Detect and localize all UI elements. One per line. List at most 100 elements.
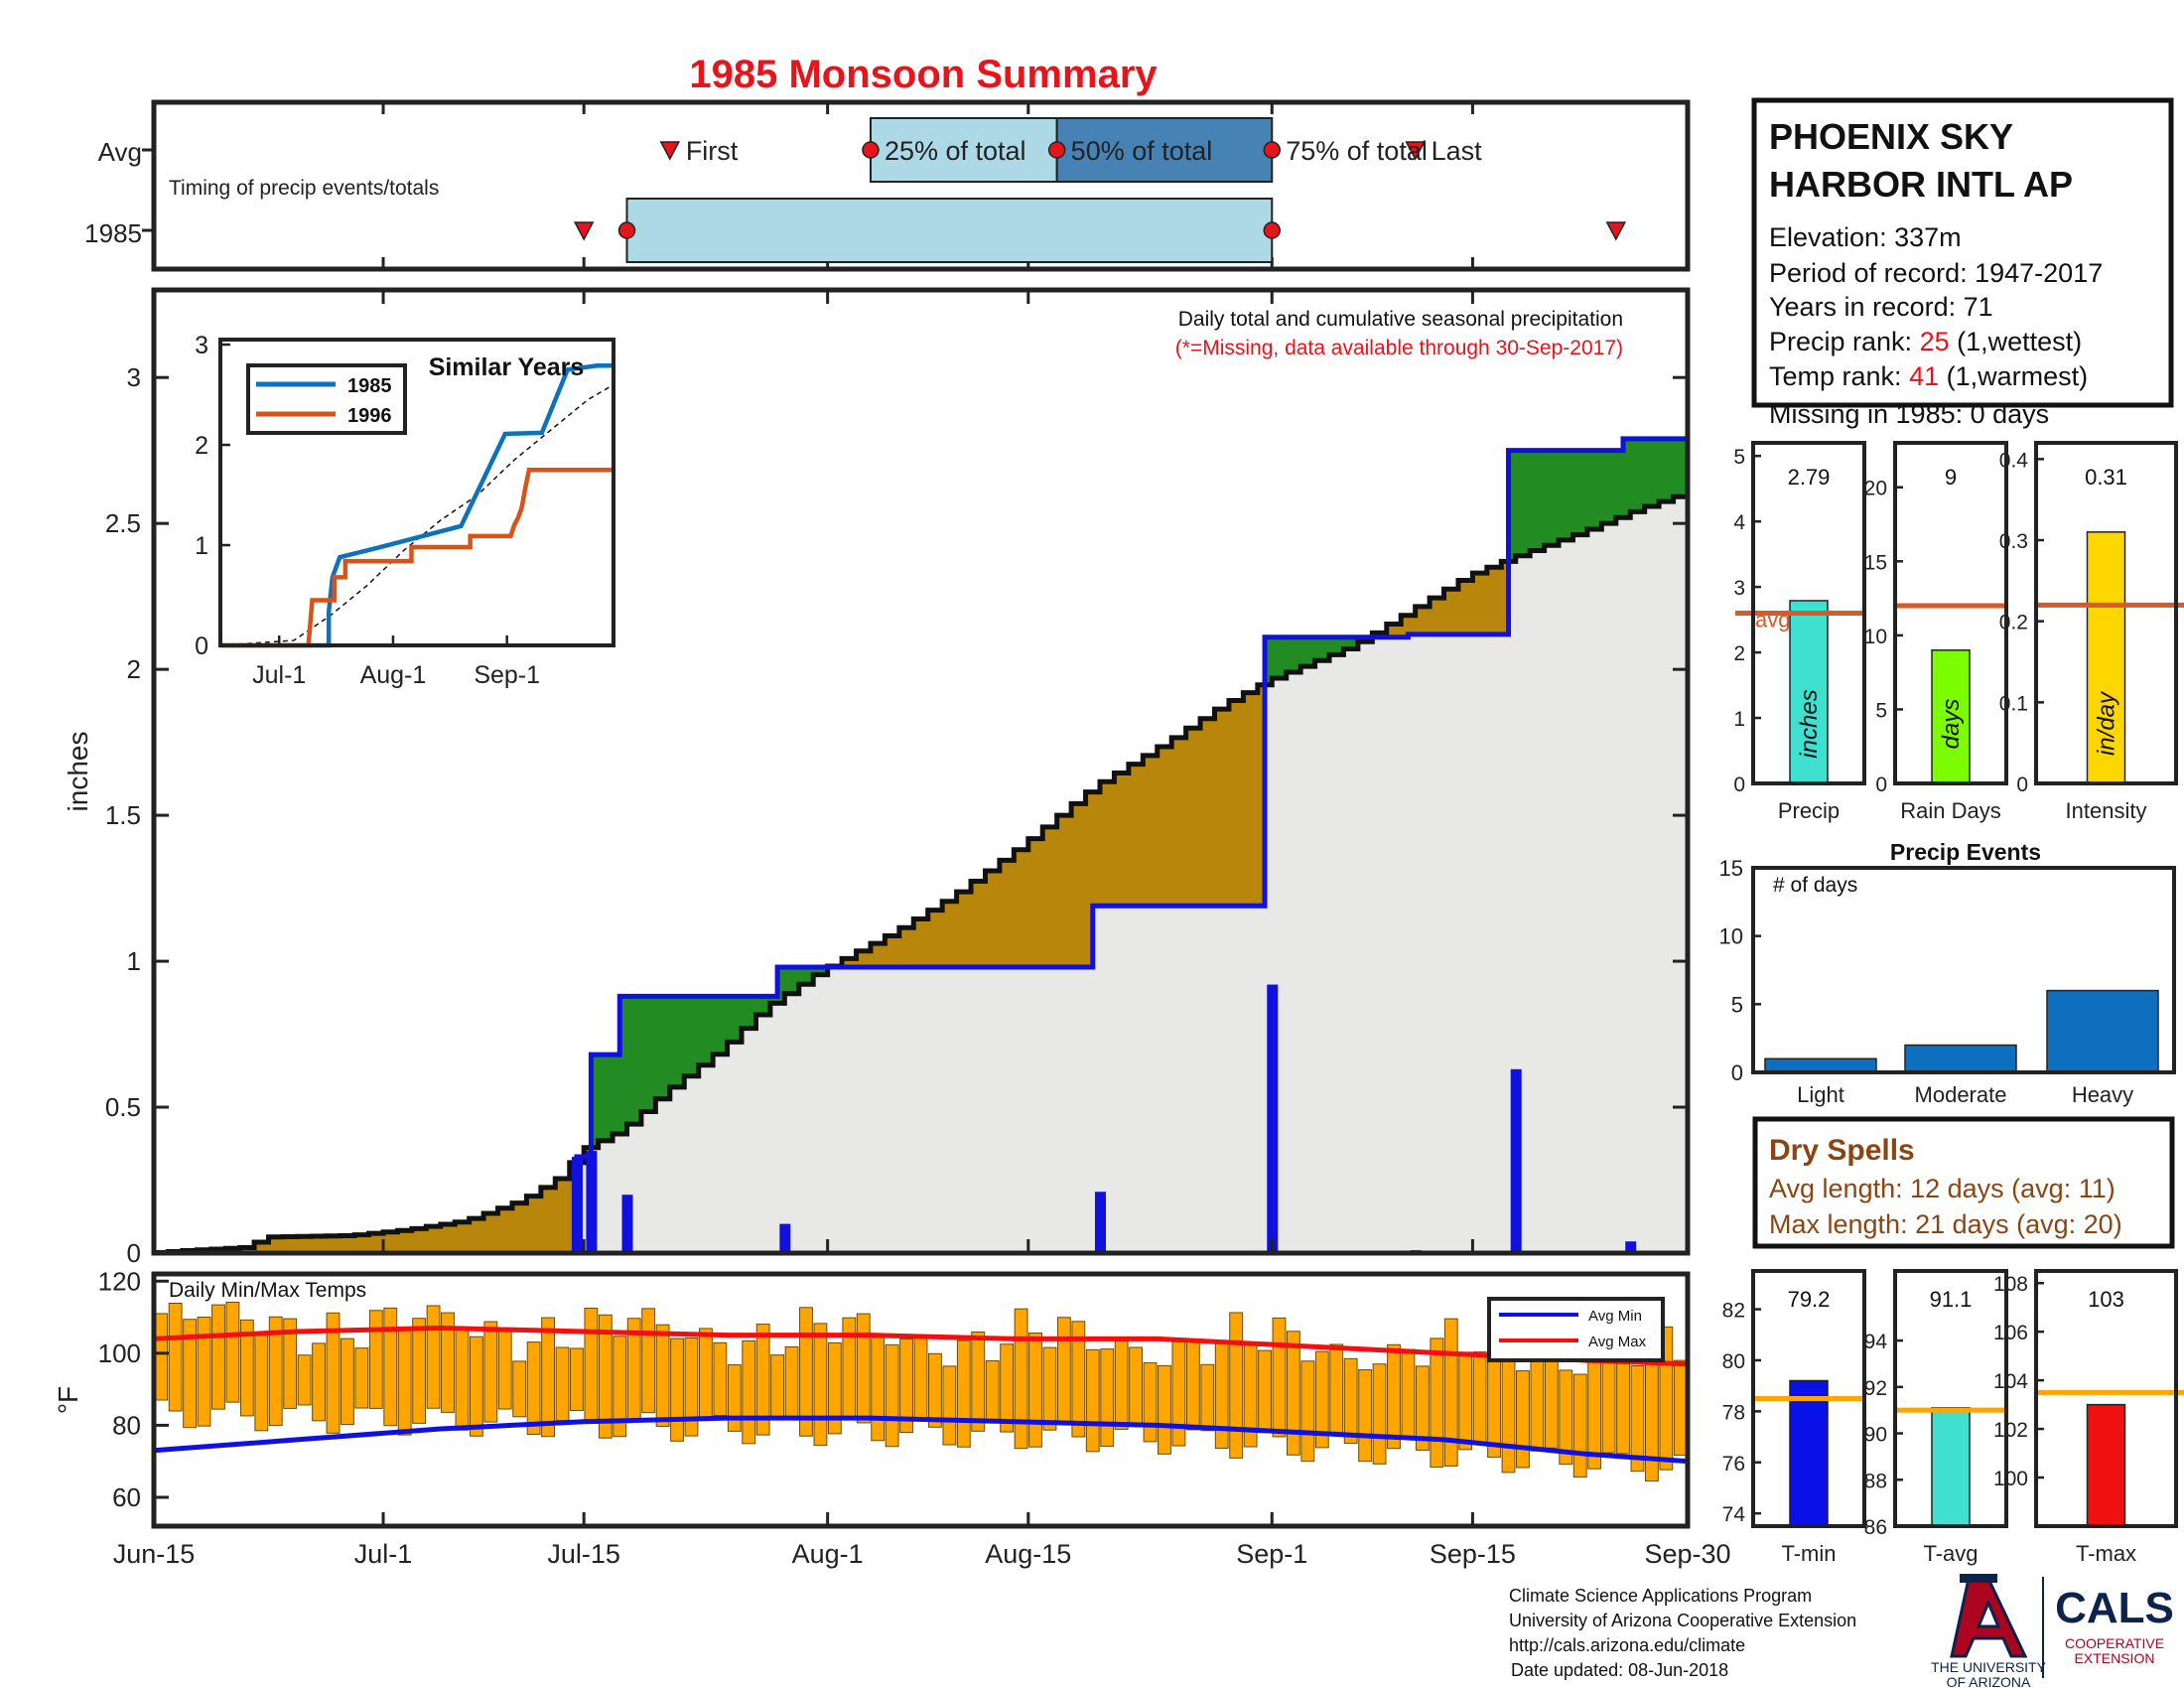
daily-temp-bar — [1014, 1308, 1028, 1450]
temp-summary-ytick-label: 78 — [1722, 1401, 1745, 1424]
below-average-fill — [891, 935, 900, 967]
summary-ytick-label: 0 — [1875, 774, 1887, 796]
daily-temp-bar — [856, 1313, 871, 1424]
daily-temp-bar — [799, 1307, 813, 1437]
below-average-fill — [555, 1179, 564, 1253]
above-average-fill — [1314, 636, 1323, 661]
below-average-fill — [526, 1196, 535, 1253]
below-average-fill — [426, 1226, 435, 1253]
temp-summary-ytick-label: 102 — [1993, 1419, 2028, 1442]
cals-logo: CALS COOPERATIVE EXTENSION — [2055, 1584, 2174, 1666]
above-average-fill — [769, 996, 778, 1004]
above-average-fill — [1579, 450, 1588, 535]
below-average-fill — [383, 1231, 391, 1253]
daily-temp-bar — [1559, 1369, 1573, 1466]
temp-summary-ytick-label: 108 — [1993, 1273, 2028, 1296]
station-years: Years in record: 71 — [1769, 292, 1993, 322]
above-average-fill — [1522, 450, 1531, 556]
temp-panel-frame — [1751, 1269, 1866, 1528]
below-average-fill — [504, 1207, 513, 1253]
temps-ylabel: °F — [53, 1386, 83, 1414]
temp-panel-frame — [1893, 1269, 2008, 1528]
timing-1985-last-marker — [1605, 221, 1627, 241]
below-average-fill — [949, 901, 958, 967]
daily-temp-bar — [1214, 1340, 1229, 1450]
above-average-fill — [684, 996, 693, 1076]
daily-precip-bar — [586, 1151, 598, 1253]
above-average-fill — [598, 1055, 607, 1141]
above-average-fill — [734, 996, 743, 1043]
summary-ytick-label: 15 — [1864, 551, 1887, 574]
below-average-fill — [368, 1233, 377, 1253]
daily-temp-bar — [1185, 1339, 1200, 1431]
above-average-fill — [691, 996, 700, 1076]
daily-temp-bar — [1544, 1348, 1559, 1449]
daily-temp-bar — [1401, 1348, 1416, 1440]
timing-1985-75-marker — [1263, 221, 1282, 239]
below-average-fill — [1494, 567, 1502, 634]
above-average-fill — [1544, 450, 1553, 546]
daily-temp-bar — [1358, 1369, 1373, 1463]
below-average-fill — [978, 881, 987, 967]
x-axis-label: Jul-1 — [354, 1539, 413, 1569]
cals-sub-1: COOPERATIVE — [2065, 1635, 2164, 1651]
below-average-fill — [1107, 781, 1116, 907]
below-average-fill — [842, 958, 850, 967]
summary-ytick-label: 20 — [1864, 478, 1887, 500]
daily-temp-bar — [1472, 1351, 1487, 1444]
timing-panel: Avg 1985 Timing of precip events/totals … — [84, 99, 1691, 272]
daily-temp-bar — [239, 1319, 254, 1417]
daily-temp-bar — [1530, 1351, 1545, 1452]
below-average-fill — [268, 1236, 277, 1253]
below-average-fill — [1157, 747, 1165, 907]
inset-series-1985 — [220, 363, 614, 648]
below-average-fill — [1422, 606, 1431, 634]
below-average-fill — [849, 958, 858, 967]
below-average-fill — [1465, 580, 1474, 634]
above-average-fill — [791, 966, 800, 994]
daily-precip-bar — [1510, 1068, 1522, 1253]
daily-temp-bar — [885, 1343, 899, 1448]
daily-temp-bar — [326, 1312, 341, 1434]
below-average-fill — [311, 1235, 320, 1253]
daily-temp-bar — [1314, 1350, 1329, 1449]
daily-temp-bar — [197, 1316, 211, 1427]
above-average-fill — [1265, 636, 1273, 685]
above-average-fill — [1651, 438, 1660, 507]
summary-label-Intensity: Intensity — [2066, 798, 2147, 823]
above-average-fill — [742, 996, 750, 1029]
daily-temp-bar — [426, 1305, 441, 1409]
below-average-fill — [1021, 849, 1029, 967]
summary-ytick-label: 4 — [1733, 511, 1745, 534]
temp-summary-ytick-label: 90 — [1864, 1424, 1887, 1447]
x-axis-label: Aug-1 — [792, 1539, 864, 1569]
daily-temp-bar — [1458, 1351, 1473, 1451]
daily-temp-bar — [1329, 1343, 1344, 1436]
summary-unit-Precip: inches — [1796, 689, 1823, 758]
daily-temp-bar — [570, 1347, 584, 1412]
temp-summary-bar-T-max — [2086, 1403, 2126, 1527]
below-average-fill — [898, 927, 907, 967]
above-average-fill — [1608, 450, 1617, 524]
x-axis-label: Sep-15 — [1430, 1539, 1516, 1569]
below-average-fill — [1078, 803, 1087, 967]
below-average-fill — [1099, 781, 1108, 907]
temps-legend-min: Avg Min — [1588, 1308, 1642, 1325]
daily-temp-bar — [1158, 1364, 1171, 1455]
daily-temp-bar — [1229, 1312, 1244, 1459]
daily-temp-bar — [283, 1318, 298, 1409]
summary-ytick-label: 0 — [2016, 774, 2028, 796]
daily-temp-bar — [368, 1310, 383, 1409]
summary-ytick-label: 3 — [1733, 577, 1745, 600]
station-precip-rank: Precip rank: 25 (1,wettest) — [1769, 327, 2082, 356]
below-average-fill — [540, 1187, 549, 1253]
daily-temp-bar — [1415, 1365, 1430, 1451]
above-average-fill — [669, 996, 678, 1087]
main-caption-1: Daily total and cumulative seasonal prec… — [1178, 308, 1623, 331]
below-average-fill — [856, 950, 865, 967]
summary-bar-Rain Days — [1931, 649, 1971, 784]
temp-ytick-label: 60 — [112, 1482, 141, 1512]
daily-temp-bar — [1501, 1341, 1516, 1474]
footer: Climate Science Applications Program Uni… — [1509, 1586, 1856, 1680]
station-info: PHOENIX SKY HARBOR INTL AP Elevation: 33… — [1751, 97, 2174, 429]
